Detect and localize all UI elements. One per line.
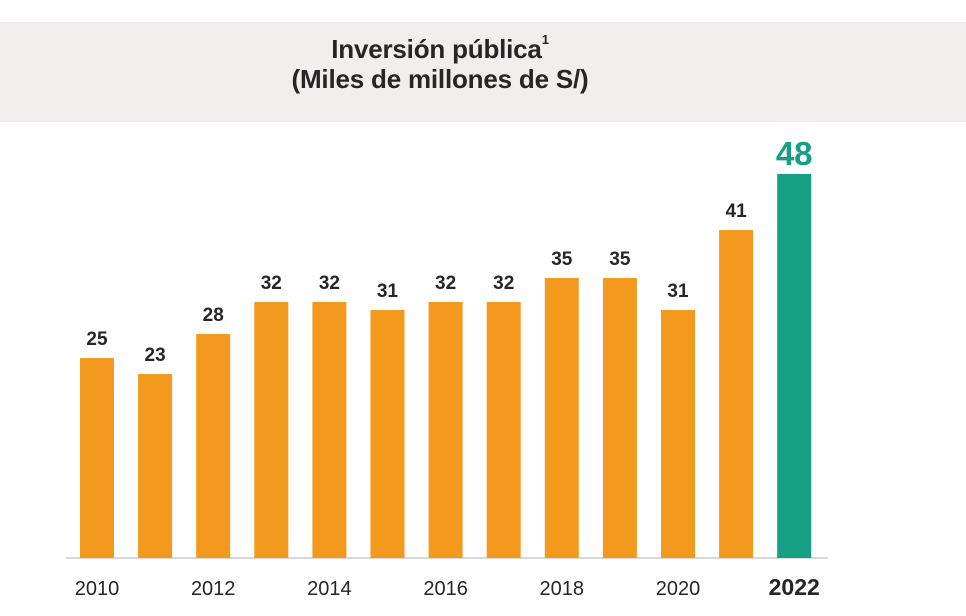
tick-label-2020: 2020 [656, 578, 701, 600]
title-footnote-marker: 1 [541, 32, 549, 47]
bar-2022 [777, 174, 812, 558]
value-label-2022: 48 [776, 135, 813, 172]
bar-2018 [544, 278, 579, 558]
value-label-2015: 31 [377, 281, 399, 302]
value-label-2021: 41 [726, 201, 748, 222]
title-band [0, 22, 966, 122]
tick-labels-group: 2010 2012 2014 2016 2018 2020 2022 [75, 574, 820, 600]
value-label-2017: 32 [493, 273, 514, 294]
bar-2013 [254, 302, 289, 558]
value-label-2014: 32 [319, 273, 340, 294]
bar-2021 [719, 230, 754, 558]
tick-label-2010: 2010 [75, 578, 120, 600]
bar-2017 [486, 302, 521, 558]
tick-label-2018: 2018 [540, 578, 585, 600]
bar-2016 [428, 302, 463, 558]
tick-label-2016: 2016 [423, 578, 468, 600]
tick-label-2022: 2022 [769, 574, 820, 600]
value-label-2010: 25 [86, 329, 108, 350]
value-label-2020: 31 [667, 281, 689, 302]
tick-label-2012: 2012 [191, 578, 236, 600]
value-labels-group: 25 23 28 32 32 31 32 32 35 35 31 41 48 [86, 135, 812, 366]
chart-title: Inversión pública1 [331, 32, 549, 64]
bar-2011 [138, 374, 173, 558]
bar-2010 [80, 358, 114, 558]
chart-subtitle: (Miles de millones de S/) [291, 64, 589, 94]
tick-label-2014: 2014 [307, 578, 352, 600]
bar-2015 [370, 310, 405, 558]
value-label-2012: 28 [203, 305, 224, 326]
bar-2019 [602, 278, 637, 558]
bar-2014 [312, 302, 347, 558]
value-label-2011: 23 [145, 345, 166, 366]
value-label-2018: 35 [551, 249, 573, 270]
bars-group [80, 174, 812, 558]
value-label-2019: 35 [609, 249, 631, 270]
value-label-2016: 32 [435, 273, 456, 294]
bar-2020 [661, 310, 695, 558]
bar-2012 [196, 334, 231, 558]
value-label-2013: 32 [261, 273, 282, 294]
